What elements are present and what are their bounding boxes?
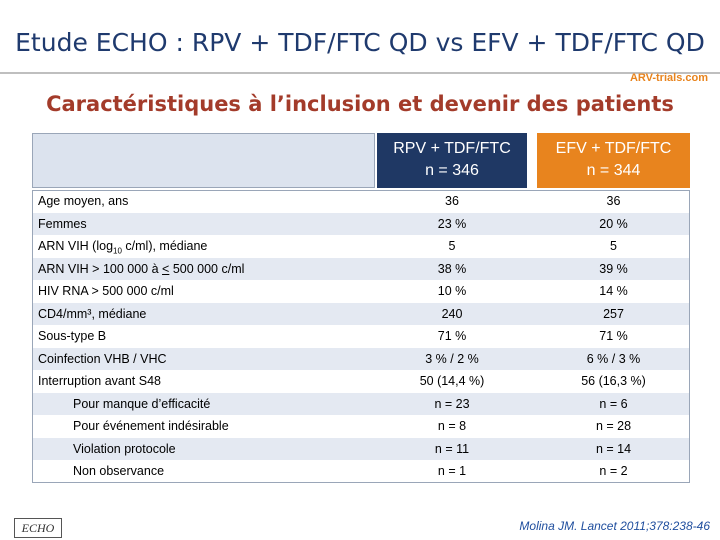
citation: Molina JM. Lancet 2011;378:238-46 [519,519,710,533]
row-band [33,212,689,235]
study-tag: ECHO [14,518,62,538]
row-label: Age moyen, ans [38,194,129,208]
cell-value: 71 % [599,329,628,343]
cell-value: 50 (14,4 %) [419,374,485,388]
cell-value: n = 11 [434,441,470,456]
cell-value: 20 % [599,216,628,231]
row-band [33,302,689,325]
cell-value: n = 28 [595,419,632,433]
column-header: RPV + TDF/FTC n = 346 [377,133,527,188]
label-part: < [162,261,170,276]
cell-value: 240 [441,306,463,321]
row-label: Pour manque d’efficacité [73,396,211,411]
cell-value: 6 % / 3 % [586,351,641,366]
label-part: 500 000 c/ml [169,261,245,276]
row-label: Interruption avant S48 [38,374,161,388]
row-label: Sous-type B [38,329,107,343]
row-label: HIV RNA > 500 000 c/ml [38,284,174,298]
cell-value: 38 % [437,261,467,276]
row-label: CD4/mm³, médiane [38,306,147,321]
row-band [33,392,689,415]
row-label: Coinfection VHB / VHC [38,351,167,366]
cell-value: 5 [610,239,617,253]
divider [0,72,720,74]
column-n: n = 346 [425,162,479,179]
cell-value: 39 % [599,261,628,276]
cell-value: 14 % [599,284,628,298]
column-n: n = 344 [586,162,641,179]
cell-value: n = 8 [437,419,467,433]
cell-value: 36 [606,194,621,208]
row-label: Non observance [73,464,165,478]
row-label: ARN VIH (log10 c/ml), médiane [38,235,207,263]
cell-value: 257 [603,306,624,321]
row-label: Violation protocole [73,441,176,456]
label-part: 10 [113,246,122,256]
cell-value: 56 (16,3 %) [581,374,646,388]
column-name: EFV + TDF/FTC [555,140,672,157]
row-band [33,347,689,370]
cell-value: n = 14 [595,441,632,456]
row-band [33,437,689,460]
cell-value: n = 6 [599,396,628,411]
subtitle: Caractéristiques à l’inclusion et deveni… [46,92,674,116]
table-corner [32,133,375,188]
row-label: ARN VIH > 100 000 à < 500 000 c/ml [38,258,244,281]
cell-value: 10 % [437,284,467,298]
label-part: c/ml), médiane [121,239,208,253]
label-part: ARN VIH (log [38,239,114,253]
cell-value: n = 23 [434,396,470,411]
cell-value: 71 % [437,329,467,343]
label-part: ARN VIH > 100 000 à [38,261,163,276]
column-name: RPV + TDF/FTC [393,140,511,157]
table [32,190,690,483]
row-label: Pour événement indésirable [73,419,229,433]
cell-value: 23 % [437,216,467,231]
cell-value: 3 % / 2 % [425,351,479,366]
title: Etude ECHO : RPV + TDF/FTC QD vs EFV + T… [15,28,705,57]
row-label: Femmes [38,216,87,231]
column-header: EFV + TDF/FTC n = 344 [537,133,690,188]
cell-value: n = 1 [437,464,467,478]
row-band [33,257,689,280]
cell-value: n = 2 [599,464,628,478]
cell-value: 5 [448,239,456,253]
cell-value: 36 [445,194,459,208]
logo: ARV-trials.com [629,72,708,84]
